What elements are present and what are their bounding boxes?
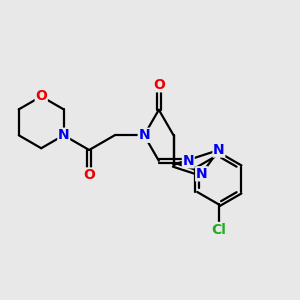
Text: N: N bbox=[182, 154, 194, 168]
Text: N: N bbox=[196, 167, 207, 181]
Text: O: O bbox=[83, 168, 95, 182]
Text: O: O bbox=[153, 78, 165, 92]
Text: O: O bbox=[35, 89, 47, 103]
Text: N: N bbox=[213, 143, 225, 157]
Text: N: N bbox=[138, 128, 150, 142]
Text: N: N bbox=[58, 128, 70, 142]
Text: Cl: Cl bbox=[212, 223, 226, 236]
